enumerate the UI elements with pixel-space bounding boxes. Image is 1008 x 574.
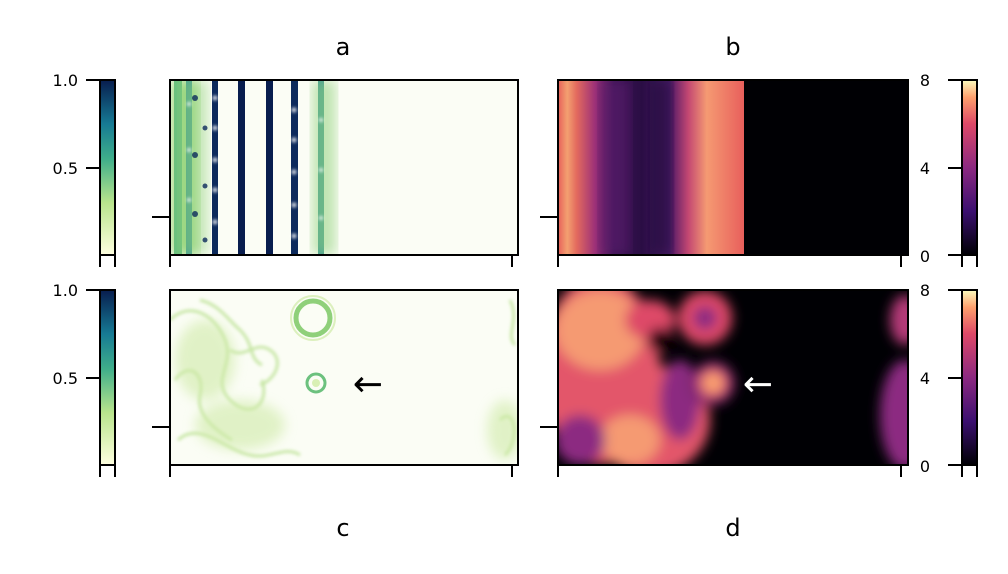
panel-label-d: d [725,514,740,542]
heatmap-b [558,80,908,255]
heatmap-a [170,80,518,255]
panel-label-a: a [336,33,351,61]
panel-label-c: c [336,514,349,542]
arrow-d: ← [743,364,773,405]
ring-c [293,298,333,338]
stripes-a [180,80,336,255]
cbar-a-tick-1: 1.0 [53,71,78,90]
cbar-d-tick-1: 8 [920,281,930,300]
cbar-b-tick-3: 0 [920,247,930,266]
cbar-c-tick-2: 0.5 [53,369,78,388]
small-ring-c [305,372,327,394]
frame-c [169,289,519,466]
cbar-d-tick-3: 0 [920,457,930,476]
arrow-c: ← [353,364,383,405]
colorbar-b: 8 4 0 [920,71,978,267]
colorbar-a: 1.0 0.5 [53,71,116,267]
colorbar-d: 8 4 0 [920,281,978,477]
heatmap-d [558,290,908,465]
frame-a [169,79,519,256]
cbar-b-tick-2: 4 [920,159,930,178]
colorbar-c: 1.0 0.5 [53,281,116,477]
frame-d [557,289,909,466]
cbar-b-tick-1: 8 [920,71,930,90]
cbar-a-tick-2: 0.5 [53,159,78,178]
cbar-d-tick-2: 4 [920,369,930,388]
frame-b [557,79,909,256]
heatmap-c [170,290,518,465]
panel-ticks [152,216,902,477]
panel-label-b: b [725,33,740,61]
cbar-c-tick-1: 1.0 [53,281,78,300]
